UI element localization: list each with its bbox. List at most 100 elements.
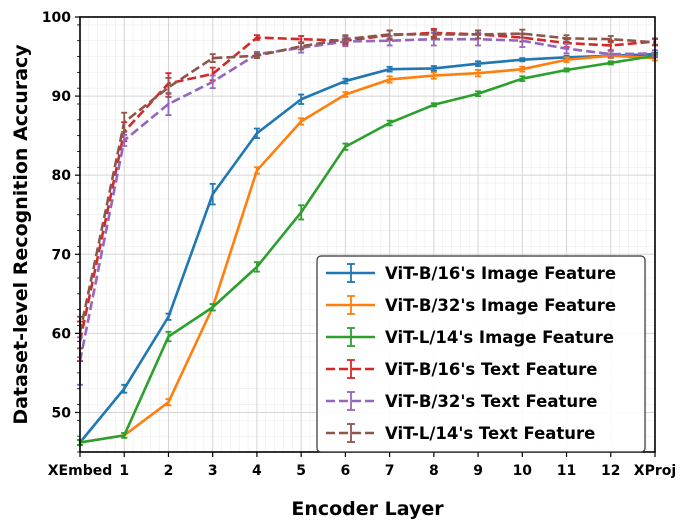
data-point <box>609 37 612 41</box>
data-point <box>344 79 347 83</box>
data-point <box>521 68 524 71</box>
data-point <box>476 33 480 36</box>
x-tick-label: 6 <box>341 463 351 479</box>
legend-item: ViT-B/32's Image Feature <box>326 295 616 315</box>
legend-item: ViT-L/14's Text Feature <box>326 423 595 443</box>
x-tick-label: 4 <box>252 463 262 479</box>
legend-label: ViT-B/32's Text Feature <box>385 392 597 411</box>
legend-item: ViT-B/16's Image Feature <box>326 263 616 283</box>
legend-box <box>316 255 646 453</box>
data-point <box>123 387 126 390</box>
data-point <box>211 56 214 60</box>
data-point <box>565 37 568 40</box>
data-point <box>123 120 126 124</box>
x-tick-label: 9 <box>473 463 483 479</box>
data-point <box>609 52 612 56</box>
x-axis-title: Encoder Layer <box>291 498 444 520</box>
data-point <box>388 68 391 71</box>
y-tick-label: 90 <box>52 89 72 105</box>
x-tick-label: 7 <box>385 463 395 479</box>
data-point <box>344 37 347 41</box>
legend-label: ViT-B/16's Text Feature <box>385 360 597 379</box>
data-point <box>476 62 480 65</box>
data-point <box>521 58 524 61</box>
data-point <box>123 139 126 142</box>
data-point <box>432 67 436 70</box>
series-line <box>78 37 656 362</box>
data-point <box>388 78 391 81</box>
x-tick-label: 2 <box>164 463 174 479</box>
data-point <box>432 103 436 106</box>
data-point <box>211 72 214 76</box>
data-point <box>432 74 436 77</box>
data-point <box>299 37 303 41</box>
data-point <box>521 39 524 42</box>
legend-label: ViT-L/14's Text Feature <box>385 424 595 443</box>
legend-item: ViT-L/14's Image Feature <box>326 327 614 347</box>
data-point <box>521 77 524 80</box>
data-point <box>344 93 347 96</box>
data-point <box>167 315 170 318</box>
data-point <box>565 68 568 72</box>
x-tick-label: XProj <box>634 463 676 479</box>
y-tick-label: 60 <box>52 326 72 342</box>
data-point <box>388 121 391 125</box>
data-point <box>255 169 259 172</box>
data-point <box>609 44 612 47</box>
series-line <box>78 52 656 444</box>
data-point <box>167 335 170 338</box>
data-point <box>565 58 568 61</box>
data-point <box>299 211 303 214</box>
series-2 <box>77 53 658 446</box>
data-point <box>476 71 480 75</box>
series-line <box>79 54 656 444</box>
x-tick-label: XEmbed <box>48 463 112 479</box>
y-tick-label: 100 <box>42 10 71 26</box>
x-tick-label: 8 <box>429 463 439 479</box>
data-point <box>299 98 303 101</box>
y-tick-label: 50 <box>52 405 72 421</box>
data-point <box>299 120 303 123</box>
x-tick-label: 11 <box>557 463 576 479</box>
series-line <box>78 32 656 333</box>
data-point <box>211 306 214 309</box>
data-point <box>211 80 214 84</box>
data-point <box>565 47 568 50</box>
legend-label: ViT-B/16's Image Feature <box>385 264 616 283</box>
data-point <box>255 265 259 269</box>
y-tick-label: 70 <box>52 247 72 263</box>
data-point <box>344 145 347 148</box>
legend-item: ViT-B/32's Text Feature <box>326 391 597 411</box>
legend-item: ViT-B/16's Text Feature <box>326 359 597 379</box>
y-axis-title: Dataset-level Recognition Accuracy <box>10 44 32 425</box>
data-point <box>432 33 436 36</box>
legend: ViT-B/16's Image Feature ViT-B/32's Image… <box>316 255 646 453</box>
data-point <box>255 36 259 39</box>
legend-label: ViT-L/14's Image Feature <box>385 328 614 347</box>
legend-label: ViT-B/32's Image Feature <box>385 296 616 315</box>
data-point <box>211 192 214 196</box>
data-point <box>255 54 259 57</box>
data-point <box>167 86 170 89</box>
data-point <box>167 102 170 106</box>
data-point <box>388 33 391 36</box>
data-point <box>609 61 612 65</box>
x-tick-label: 12 <box>601 463 620 479</box>
data-point <box>167 400 170 404</box>
y-tick-label: 80 <box>52 168 72 184</box>
data-point <box>299 45 303 48</box>
data-point <box>255 132 259 135</box>
x-tick-label: 3 <box>208 463 218 479</box>
series-line <box>79 54 656 444</box>
x-tick-label: 5 <box>296 463 306 479</box>
x-tick-label: 1 <box>119 463 129 479</box>
x-tick-label: 10 <box>513 463 533 479</box>
series-lines <box>77 27 658 446</box>
series-1 <box>77 52 658 446</box>
data-point <box>123 434 126 437</box>
data-point <box>388 39 391 42</box>
data-point <box>521 32 524 35</box>
data-point <box>476 92 480 95</box>
